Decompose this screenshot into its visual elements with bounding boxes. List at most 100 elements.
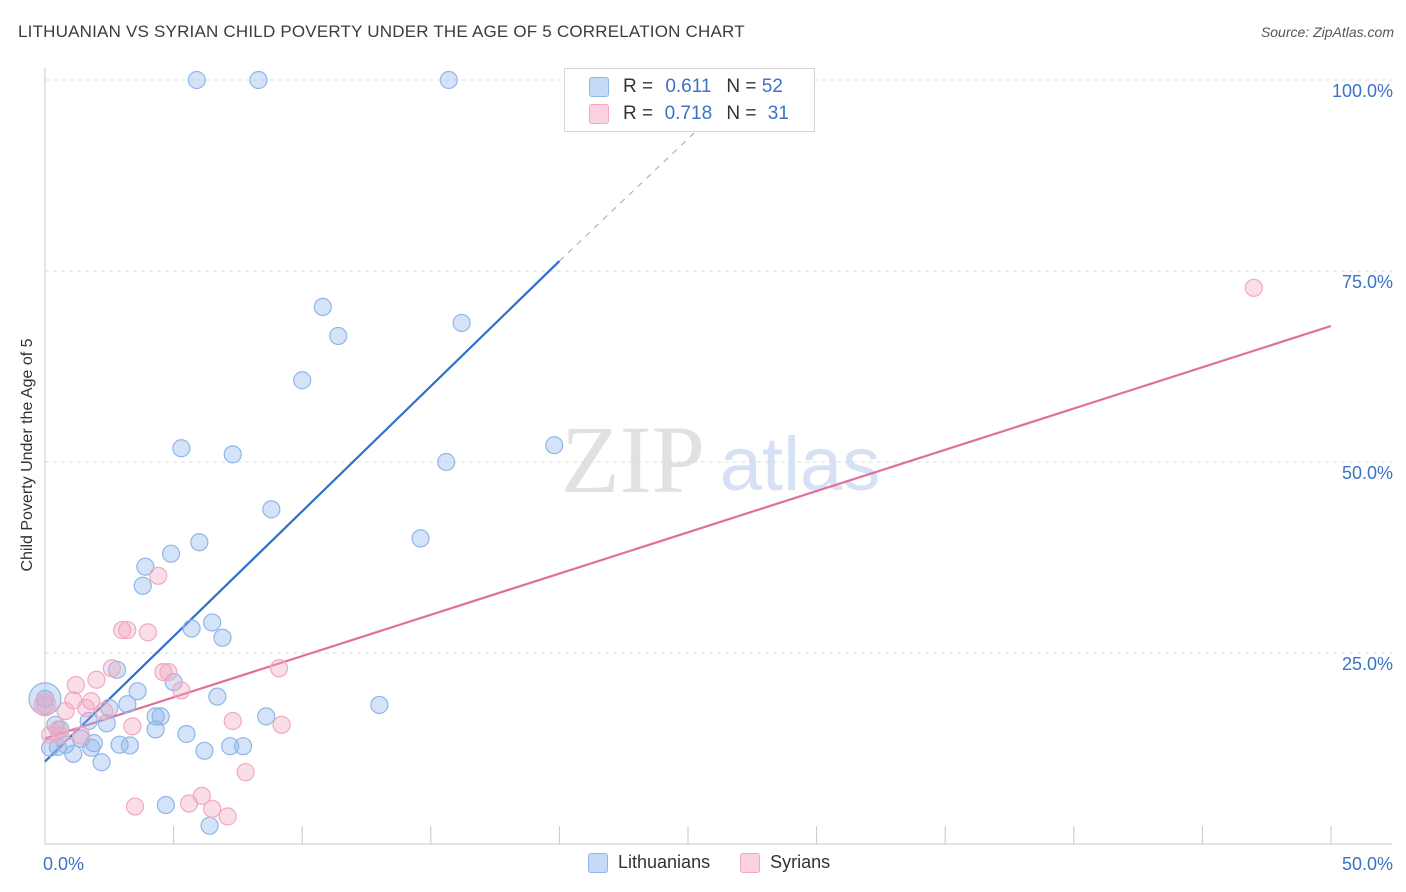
- data-point-lithuanians: [293, 371, 312, 390]
- legend-row-syrians: R = 0.718 N = 31: [589, 102, 789, 126]
- data-point-syrians: [269, 659, 289, 678]
- data-point-syrians: [236, 763, 255, 782]
- legend-n-value: 52: [761, 76, 783, 97]
- trend-line-syrians: [44, 324, 1332, 740]
- data-point-syrians: [95, 701, 114, 721]
- data-point-lithuanians: [133, 576, 152, 595]
- data-point-syrians: [35, 695, 55, 715]
- data-point-syrians: [102, 659, 121, 678]
- data-point-lithuanians: [41, 738, 60, 757]
- y-tick-label: 100.0%: [1332, 81, 1393, 101]
- data-point-lithuanians: [128, 682, 147, 701]
- data-point-lithuanians: [213, 628, 232, 647]
- legend-item-syrians: Syrians: [740, 852, 830, 873]
- data-point-lithuanians: [190, 533, 209, 552]
- data-point-lithuanians: [177, 724, 196, 744]
- data-point-syrians: [149, 566, 168, 585]
- data-point-lithuanians: [82, 738, 101, 757]
- data-point-syrians: [56, 701, 75, 721]
- trend-line-extension-lithuanians: [558, 113, 715, 262]
- data-point-lithuanians-large: [28, 682, 62, 716]
- data-point-lithuanians: [136, 557, 155, 576]
- data-point-syrians: [113, 620, 132, 640]
- legend-swatch-syrians: [589, 104, 609, 124]
- data-point-syrians: [218, 807, 237, 826]
- legend-swatch-syrians: [740, 852, 761, 873]
- data-points: [28, 70, 1263, 835]
- data-point-syrians: [125, 797, 145, 816]
- data-point-lithuanians: [146, 720, 165, 739]
- data-point-lithuanians: [262, 500, 281, 519]
- data-point-syrians: [272, 715, 291, 734]
- legend-r-value: 0.611: [665, 76, 712, 97]
- data-point-syrians: [154, 662, 173, 682]
- trend-line-lithuanians: [44, 260, 561, 763]
- legend-row-lithuanians: R = 0.611 N = 52: [589, 75, 783, 99]
- data-point-lithuanians: [439, 70, 458, 90]
- data-point-lithuanians: [182, 619, 201, 638]
- data-point-syrians: [138, 623, 157, 642]
- stats-legend: R = 0.611 N = 52 R = 0.718 N = 31: [564, 68, 815, 132]
- data-point-lithuanians: [221, 737, 240, 756]
- data-point-syrians: [71, 726, 91, 745]
- data-point-lithuanians: [411, 529, 430, 548]
- legend-label-lithuanians: Lithuanians: [618, 852, 711, 872]
- y-tick-label: 75.0%: [1342, 272, 1393, 292]
- grid-lines: [45, 79, 1392, 654]
- data-point-lithuanians: [161, 544, 181, 563]
- data-point-syrians: [118, 620, 137, 640]
- x-tick-label: 0.0%: [43, 854, 84, 874]
- data-point-syrians: [123, 717, 142, 736]
- legend-n-value: 31: [767, 103, 789, 124]
- tick-labels: 25.0% 50.0% 75.0% 100.0% 0.0% 50.0%: [43, 81, 1393, 874]
- legend-r-value: 0.718: [664, 103, 713, 124]
- legend-n-label: N =: [726, 76, 757, 97]
- data-point-lithuanians: [203, 613, 222, 632]
- legend-r-label: R =: [623, 103, 654, 124]
- data-point-lithuanians: [64, 744, 83, 763]
- watermark: ZIP atlas: [561, 406, 880, 513]
- data-point-lithuanians: [370, 695, 389, 715]
- data-point-lithuanians: [545, 436, 564, 455]
- x-tick-label: 50.0%: [1342, 854, 1393, 874]
- watermark-zip: ZIP: [561, 406, 705, 513]
- data-point-lithuanians: [187, 70, 206, 90]
- data-point-lithuanians: [195, 741, 214, 760]
- data-point-lithuanians: [313, 297, 332, 317]
- data-point-syrians: [87, 670, 106, 689]
- data-point-lithuanians: [156, 795, 175, 815]
- data-point-syrians: [1244, 278, 1263, 297]
- data-point-lithuanians: [172, 439, 191, 458]
- data-point-syrians: [77, 698, 96, 718]
- y-tick-label: 25.0%: [1342, 654, 1393, 674]
- data-point-syrians: [41, 725, 60, 744]
- axes: [44, 68, 1392, 845]
- data-point-syrians: [172, 681, 191, 700]
- data-point-lithuanians: [120, 736, 139, 755]
- data-point-syrians: [51, 726, 70, 745]
- data-point-syrians: [192, 786, 211, 805]
- data-point-lithuanians: [437, 452, 456, 472]
- series-legend: Lithuanians Syrians: [588, 852, 860, 873]
- trend-lines: [44, 113, 1332, 763]
- legend-item-lithuanians: Lithuanians: [588, 852, 710, 873]
- data-point-syrians: [203, 799, 222, 818]
- data-point-lithuanians: [146, 707, 165, 726]
- data-point-lithuanians: [329, 326, 348, 346]
- data-point-syrians: [66, 675, 85, 695]
- legend-n-label: N =: [726, 103, 757, 124]
- data-point-lithuanians: [118, 695, 137, 714]
- data-point-syrians: [223, 711, 242, 731]
- legend-label-syrians: Syrians: [770, 852, 831, 872]
- data-point-syrians-large: [33, 693, 57, 717]
- chart-title: LITHUANIAN VS SYRIAN CHILD POVERTY UNDER…: [18, 22, 745, 41]
- y-tick-label: 50.0%: [1342, 463, 1393, 483]
- watermark-atlas: atlas: [720, 422, 881, 507]
- data-point-lithuanians: [110, 735, 129, 754]
- data-point-lithuanians: [100, 698, 119, 718]
- source-credit: Source: ZipAtlas.com: [1260, 24, 1394, 40]
- data-point-lithuanians: [208, 687, 227, 706]
- legend-swatch-lithuanians: [589, 77, 609, 97]
- data-point-lithuanians: [257, 707, 276, 726]
